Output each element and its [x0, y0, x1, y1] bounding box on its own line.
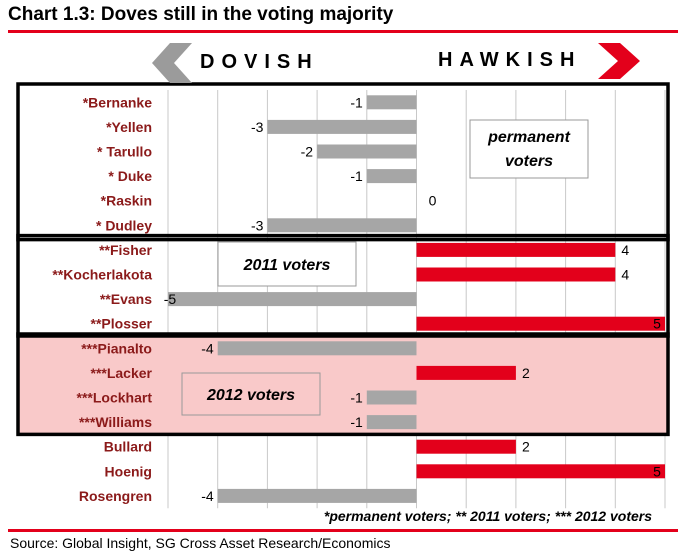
bottom-rule	[8, 529, 678, 532]
bar	[416, 316, 665, 331]
category-label: Bullard	[104, 439, 152, 455]
group-label: permanent	[487, 129, 570, 146]
value-label: -3	[251, 217, 264, 233]
bar	[416, 365, 516, 380]
hawkish-arrow-icon	[598, 43, 640, 79]
value-label: -5	[164, 291, 177, 307]
category-label: *Bernanke	[83, 94, 152, 110]
value-label: -2	[301, 144, 314, 160]
value-label: 5	[653, 463, 661, 479]
bar	[366, 95, 417, 110]
bar	[217, 488, 417, 503]
category-label: ***Pianalto	[81, 340, 152, 356]
value-label: 5	[653, 316, 661, 332]
value-label: -3	[251, 119, 264, 135]
value-label: -1	[350, 168, 363, 184]
bar	[267, 119, 417, 134]
bar	[416, 464, 665, 479]
category-label: **Plosser	[91, 316, 153, 332]
group-label: voters	[505, 153, 553, 170]
source-note: Source: Global Insight, SG Cross Asset R…	[10, 535, 391, 551]
hawkish-label: HAWKISH	[438, 49, 581, 71]
value-label: -4	[201, 488, 214, 504]
group-outline	[16, 233, 670, 338]
group-outline	[16, 332, 670, 437]
bar	[168, 292, 417, 307]
bar	[267, 218, 417, 233]
value-label: -1	[350, 94, 363, 110]
group-label-box	[217, 241, 357, 287]
group-label-box	[469, 119, 589, 179]
value-label: 0	[429, 193, 437, 209]
value-labels: -1 -3 -2 -1 0 -3 4 4 -5 5 -4 2 -1 -1 2 5 -4	[164, 94, 661, 504]
bar	[416, 242, 616, 257]
category-label: *Raskin	[101, 193, 152, 209]
chart-title: Chart 1.3: Doves still in the voting maj…	[8, 4, 394, 25]
dovish-arrow-icon	[152, 43, 192, 83]
dovish-label: DOVISH	[200, 51, 319, 73]
direction-header: DOVISH HAWKISH	[152, 43, 640, 83]
title-rule	[8, 30, 678, 33]
bar	[366, 390, 417, 405]
category-label: * Tarullo	[97, 144, 152, 160]
bar	[366, 415, 417, 430]
category-label: Rosengren	[79, 488, 152, 504]
value-label: -1	[350, 414, 363, 430]
group-boxes: permanent voters 2011 voters 2012 voters	[16, 82, 670, 437]
category-label: **Evans	[100, 291, 152, 307]
value-label: 4	[621, 242, 629, 258]
footnote: *permanent voters; ** 2011 voters; *** 2…	[323, 508, 652, 524]
bar	[217, 341, 417, 356]
group-outline	[16, 82, 670, 242]
bar	[416, 267, 616, 282]
category-label: * Duke	[108, 168, 152, 184]
group-label: 2011 voters	[243, 257, 331, 274]
value-label: 2	[522, 439, 530, 455]
bar	[366, 169, 417, 184]
category-label: ***Lacker	[91, 365, 153, 381]
category-label: Hoenig	[105, 463, 152, 479]
bar	[317, 144, 417, 159]
category-label: **Fisher	[99, 242, 152, 258]
category-label: * Dudley	[96, 217, 152, 233]
category-labels: *Bernanke *Yellen * Tarullo * Duke *Raskin * …	[52, 94, 152, 504]
group-label-box	[181, 372, 321, 416]
value-label: -1	[350, 390, 363, 406]
value-label: -4	[201, 340, 214, 356]
category-label: ***Williams	[79, 414, 152, 430]
bars	[168, 95, 665, 503]
value-label: 4	[621, 267, 629, 283]
group-label: 2012 voters	[206, 387, 295, 404]
category-label: *Yellen	[106, 119, 152, 135]
category-label: **Kocherlakota	[52, 267, 152, 283]
bar	[416, 439, 516, 454]
category-label: ***Lockhart	[77, 390, 153, 406]
value-label: 2	[522, 365, 530, 381]
